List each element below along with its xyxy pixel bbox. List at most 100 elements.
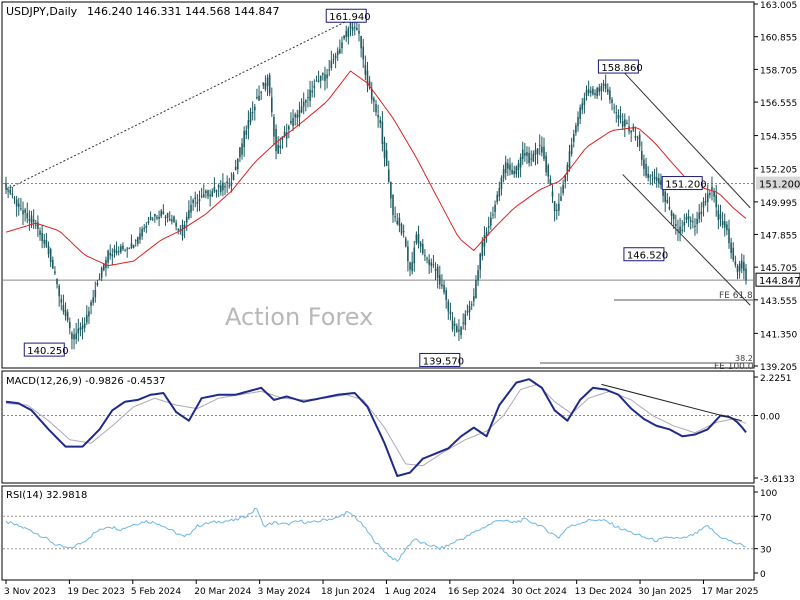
y-tick-label: 141.350 [760,330,797,340]
candle-body [279,145,282,148]
candle-body [430,262,433,266]
x-tick-label: 30 Oct 2024 [511,587,567,597]
candle-body [343,35,345,39]
candle-body [317,80,320,82]
candle-body [222,182,224,191]
rsi-line [5,507,747,562]
candle-body [702,201,705,208]
candle-body [377,114,379,118]
candle-body [479,253,481,270]
candle-body [251,111,254,113]
candle-body [481,242,484,257]
candle-body [358,30,360,34]
candle-body [345,31,348,38]
candle-body [504,162,507,174]
candle-body [562,184,564,193]
candle-body [86,315,88,323]
candle-body [149,216,152,221]
y-tick-label: 70 [760,513,772,523]
y-tick-label: 0.00 [760,412,780,422]
candle-body [198,199,201,202]
candle-body [468,306,471,313]
candle-body [58,285,60,297]
macd-panel-border [1,370,755,484]
y-tick-label: 160.855 [760,34,797,44]
candle-body [236,158,239,169]
candle-body [353,27,356,29]
candle-body [366,70,369,86]
x-tick-label: 1 Aug 2024 [384,587,436,597]
candle-body [24,209,26,213]
candle-body [487,225,490,228]
candle-body [305,100,307,103]
candle-body [330,60,333,69]
candle-body [375,104,377,113]
candle-body [315,80,318,82]
candle-body [143,227,146,229]
candle-body [5,182,7,190]
candle-body [568,151,571,168]
candle-body [645,164,647,176]
candle-body [649,176,652,178]
candle-body [581,103,584,110]
candle-body [402,231,405,233]
candle-body [219,185,222,192]
candle-body [475,280,477,299]
candle-body [660,180,662,186]
candle-body [226,181,228,183]
candle-body [717,210,720,221]
candle-body [217,185,220,188]
candle-body [62,305,65,312]
price-annotation: 139.570 [423,356,464,367]
candle-body [336,50,339,56]
candle-body [653,176,656,179]
candle-body [88,311,90,317]
candle-body [541,146,543,153]
candle-body [492,214,494,216]
candle-body [592,88,594,95]
candle-body [239,147,241,158]
candle-body [200,195,203,197]
candle-body [632,126,635,131]
candle-body [145,225,148,228]
candle-body [715,195,718,208]
candle-body [704,201,707,203]
candle-body [519,157,522,168]
y-tick-label: 143.555 [760,297,797,307]
candle-body [364,64,367,75]
level-label-box [756,176,800,190]
candle-body [583,97,586,105]
x-tick-label: 20 Mar 2024 [194,587,251,597]
y-tick-label: 156.555 [760,99,797,109]
candle-body [407,246,409,262]
candle-body [460,327,462,336]
candle-body [132,244,135,248]
candle-body [689,219,692,222]
candle-body [341,42,343,49]
candle-body [609,90,611,100]
candle-body [275,129,277,152]
candle-body [324,74,326,81]
candle-body [213,187,216,192]
candle-body [47,245,50,255]
x-tick-label: 13 Dec 2024 [575,587,633,597]
candle-body [683,221,686,226]
candle-body [521,149,524,160]
candle-body [602,83,605,87]
candle-body [224,186,226,188]
candle-body [168,218,171,221]
candle-body [636,137,639,139]
y-tick-label: 158.705 [760,66,797,76]
y-tick-label: 152.205 [760,165,797,175]
candle-body [536,148,539,155]
candle-body [394,216,396,218]
candle-body [662,188,664,196]
candle-body [564,175,567,183]
candle-body [313,85,316,88]
candle-body [328,69,331,71]
candle-body [241,143,243,155]
candle-body [262,82,265,86]
candle-body [432,264,435,266]
x-tick-label: 16 Sep 2024 [448,587,505,597]
candle-body [347,28,350,37]
